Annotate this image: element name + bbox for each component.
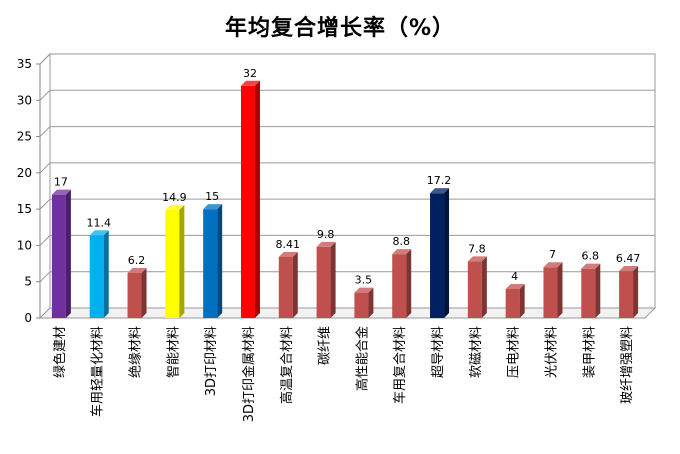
category-label: 高性能合金 bbox=[354, 326, 370, 391]
bar-top bbox=[89, 230, 109, 236]
data-label: 17 bbox=[54, 176, 68, 189]
category-label: 车用轻量化材料 bbox=[90, 326, 106, 417]
bar-side bbox=[65, 189, 71, 318]
bar-side bbox=[254, 80, 260, 319]
bar-top bbox=[203, 204, 223, 210]
category-label: 3D打印材料 bbox=[204, 326, 219, 396]
category-label: 高温复合材料 bbox=[279, 326, 295, 404]
category-label: 光伏材料 bbox=[544, 326, 559, 378]
bar bbox=[127, 273, 142, 318]
bar-side bbox=[633, 266, 639, 318]
gridline bbox=[39, 53, 655, 65]
bar-side bbox=[595, 263, 601, 318]
category-label: 绝缘材料 bbox=[128, 326, 144, 378]
bar bbox=[354, 292, 369, 318]
category-label: 3D打印金属材料 bbox=[241, 326, 257, 422]
bar bbox=[51, 194, 66, 318]
data-label: 17.2 bbox=[427, 174, 452, 187]
data-label: 3.5 bbox=[355, 274, 373, 287]
bar bbox=[505, 288, 520, 318]
bar-side bbox=[406, 249, 412, 318]
data-label: 11.4 bbox=[86, 216, 111, 229]
gridline bbox=[39, 271, 655, 283]
gridline bbox=[39, 162, 655, 174]
side-wall bbox=[39, 52, 51, 320]
bar-side bbox=[330, 241, 336, 318]
y-tick-label: 20 bbox=[17, 166, 32, 180]
y-tick-label: 35 bbox=[17, 57, 32, 71]
bar-top bbox=[543, 262, 563, 268]
bar bbox=[543, 267, 558, 318]
bar bbox=[240, 85, 255, 319]
data-label: 7.8 bbox=[468, 242, 486, 255]
bar bbox=[316, 246, 331, 318]
data-label: 8.8 bbox=[392, 235, 410, 248]
y-tick-label: 15 bbox=[17, 202, 32, 216]
category-label: 智能材料 bbox=[166, 326, 181, 378]
category-label: 压电材料 bbox=[507, 326, 522, 378]
bar-top bbox=[392, 249, 412, 255]
y-tick-label: 10 bbox=[17, 238, 32, 252]
bar-side bbox=[103, 230, 109, 318]
bar-top bbox=[354, 287, 374, 293]
bar-top bbox=[316, 241, 336, 247]
bar bbox=[619, 271, 634, 318]
category-label: 软磁材料 bbox=[469, 326, 484, 378]
data-label: 8.41 bbox=[276, 238, 301, 251]
bar-side bbox=[141, 268, 147, 318]
bar-top bbox=[278, 251, 298, 257]
bar-top bbox=[240, 80, 260, 86]
gridline bbox=[39, 126, 655, 137]
y-tick-label: 30 bbox=[17, 93, 32, 107]
bar bbox=[278, 256, 293, 318]
data-label: 14.9 bbox=[162, 191, 187, 204]
bar bbox=[467, 261, 482, 318]
category-label: 碳纤维 bbox=[318, 326, 333, 365]
bar bbox=[203, 209, 218, 318]
y-tick-label: 5 bbox=[24, 275, 32, 289]
bar-side bbox=[519, 283, 525, 318]
category-label: 装甲材料 bbox=[582, 326, 597, 378]
bar bbox=[430, 193, 445, 318]
data-label: 15 bbox=[205, 190, 219, 203]
bar-side bbox=[557, 262, 563, 318]
gridline bbox=[39, 234, 655, 246]
bar-top bbox=[165, 204, 185, 210]
bar-top bbox=[51, 189, 71, 195]
y-tick-label: 25 bbox=[17, 130, 32, 144]
bar-side bbox=[444, 188, 450, 318]
category-label: 超导材料 bbox=[431, 326, 446, 378]
chart-title: 年均复合增长率（%） bbox=[224, 16, 456, 41]
category-label: 绿色建材 bbox=[52, 326, 68, 378]
bar bbox=[89, 235, 104, 318]
bar-side bbox=[481, 256, 487, 318]
data-label: 4 bbox=[511, 270, 518, 283]
bar-top bbox=[467, 256, 487, 262]
data-label: 9.8 bbox=[317, 228, 335, 241]
bar-top bbox=[505, 283, 525, 289]
bar-top bbox=[581, 263, 601, 269]
bar-side bbox=[292, 251, 298, 318]
y-tick-label: 0 bbox=[24, 311, 32, 325]
bar bbox=[392, 254, 407, 318]
category-label: 玻纤增强塑料 bbox=[620, 326, 635, 404]
gridline bbox=[39, 198, 655, 210]
bar-side bbox=[217, 204, 223, 318]
bar-side bbox=[368, 287, 374, 318]
data-label: 32 bbox=[243, 67, 257, 80]
data-label: 6.8 bbox=[582, 250, 600, 263]
data-label: 7 bbox=[549, 248, 556, 261]
bar-top bbox=[127, 268, 147, 274]
bar bbox=[581, 268, 596, 318]
bar bbox=[165, 209, 180, 318]
bar-top bbox=[430, 188, 450, 194]
gridline bbox=[39, 89, 655, 101]
category-label: 车用复合材料 bbox=[392, 326, 408, 404]
bar-side bbox=[179, 204, 185, 318]
data-label: 6.47 bbox=[616, 252, 641, 265]
data-label: 6.2 bbox=[128, 254, 146, 267]
bar-top bbox=[619, 266, 639, 272]
